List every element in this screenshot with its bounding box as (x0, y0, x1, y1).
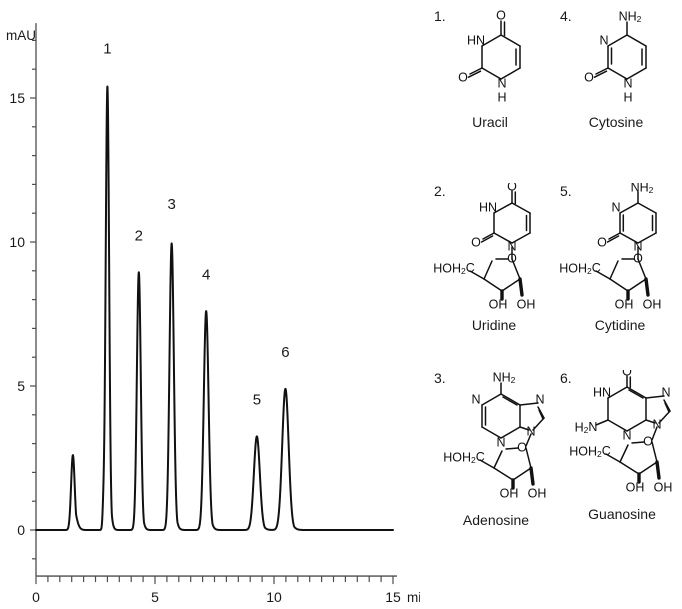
atom-n3: N (611, 200, 620, 214)
chromatogram-plot: 0 5 10 15 0 5 10 15 mAU min 1 2 3 4 5 6 (6, 23, 420, 605)
atom-n3: N (599, 33, 608, 47)
atom-hoh2c: HOH2C (443, 450, 485, 465)
structure-number: 6. (560, 370, 572, 386)
atom-oh-2prime: OH (517, 297, 536, 311)
atom-oh-3prime: OH (626, 480, 645, 494)
peak-label-5: 5 (253, 392, 261, 409)
atom-o-c4: O (496, 8, 506, 22)
peak-label-1: 1 (103, 40, 111, 57)
atom-o-ring: O (643, 434, 653, 448)
structure-card-uridine: 2. (433, 179, 554, 333)
atom-o-c4: O (507, 183, 517, 193)
atom-n3: N (496, 435, 505, 449)
atom-o-c2: O (471, 235, 481, 249)
structure-number: 2. (434, 183, 446, 199)
atom-n1: N (497, 76, 506, 90)
x-tick-label: 5 (151, 589, 159, 605)
y-tick-label: 5 (17, 378, 25, 394)
atom-hn-n1: HN (593, 385, 611, 399)
structure-card-uracil: 1. (434, 8, 546, 138)
atom-oh-2prime: OH (654, 480, 673, 494)
chromatogram-trace (35, 85, 394, 531)
structure-number: 4. (560, 8, 572, 24)
structure-name: Guanosine (588, 506, 656, 522)
structure-name: Cytidine (594, 317, 646, 333)
atom-hoh2c: HOH2C (569, 444, 611, 459)
structure-number: 5. (560, 183, 572, 199)
atom-oh-3prime: OH (489, 297, 508, 311)
atom-nh2-c4: NH2 (631, 183, 654, 195)
atom-n9: N (526, 424, 535, 438)
y-tick-label: 10 (9, 234, 25, 250)
atom-n9: N (652, 417, 661, 431)
atom-nh2-c4: NH2 (619, 9, 642, 24)
atom-oh-3prime: OH (615, 297, 634, 311)
atom-oh-2prime: OH (528, 486, 547, 500)
atom-h-n1: H (623, 90, 632, 104)
atom-o-ring: O (517, 440, 527, 454)
atom-o-ring: O (507, 251, 517, 265)
atom-oh-3prime: OH (500, 486, 519, 500)
structure-name: Adenosine (462, 512, 530, 528)
structure-diagram-uridine: O HN O N O HOH2C OH OH (433, 179, 554, 316)
structure-card-cytosine: 4. (560, 8, 672, 138)
atom-o-c2: O (458, 70, 468, 84)
structure-name: Cytosine (588, 114, 644, 130)
structure-diagram-cytidine: NH2 N O N O HOH2C OH OH (559, 180, 680, 316)
atom-hn-n3: HN (467, 33, 485, 47)
atom-h-n1: H (497, 90, 506, 104)
x-tick-label: 15 (385, 589, 401, 605)
atom-o-ring: O (633, 251, 643, 265)
atom-h2n-c2: H2N (575, 420, 598, 435)
peak-label-2: 2 (135, 228, 143, 245)
y-tick-label: 15 (9, 90, 25, 106)
atom-n1: N (507, 239, 516, 253)
peak-label-3: 3 (167, 196, 175, 213)
x-axis-title: min (407, 590, 420, 605)
structure-name: Uridine (471, 317, 517, 333)
peak-label-6: 6 (281, 344, 289, 361)
atom-o-c2: O (584, 70, 594, 84)
atom-o-c2: O (597, 235, 607, 249)
atom-hn-n3: HN (479, 200, 497, 214)
structure-number: 3. (434, 370, 446, 386)
x-tick-label: 0 (32, 589, 40, 605)
atom-oh-2prime: OH (643, 297, 662, 311)
atom-n7: N (535, 392, 544, 406)
structure-card-guanosine: 6. (560, 364, 682, 530)
atom-n1: N (623, 76, 632, 90)
chromatogram-panel: 0 5 10 15 0 5 10 15 mAU min 1 2 3 4 5 6 (6, 23, 420, 605)
structure-card-adenosine: 3. (434, 370, 558, 530)
structure-name: Uracil (472, 114, 508, 130)
atom-o-c6: O (622, 370, 632, 378)
y-tick-label: 0 (17, 522, 25, 538)
structures-panel: 1. (420, 0, 682, 609)
atom-n7: N (661, 385, 670, 399)
peak-label-4: 4 (202, 266, 210, 283)
atom-n1: N (471, 392, 480, 406)
y-axis-title: mAU (6, 28, 36, 43)
structure-diagram-uracil: O HN O N H (434, 8, 546, 113)
structure-diagram-adenosine: NH2 N N N N O HOH2C OH OH (434, 370, 558, 515)
atom-nh2-c6: NH2 (493, 370, 516, 385)
atom-hoh2c: HOH2C (560, 261, 601, 276)
structure-diagram-cytosine: NH2 N O N H (560, 8, 672, 113)
atom-n3: N (622, 428, 631, 442)
atom-n1: N (633, 239, 642, 253)
atom-hoh2c: HOH2C (434, 261, 475, 276)
structure-number: 1. (434, 8, 446, 24)
structure-card-cytidine: 5. (559, 180, 680, 333)
x-tick-label: 10 (266, 589, 282, 605)
structure-diagram-guanosine: O HN H2N N N N O HOH2C OH OH (560, 364, 682, 515)
